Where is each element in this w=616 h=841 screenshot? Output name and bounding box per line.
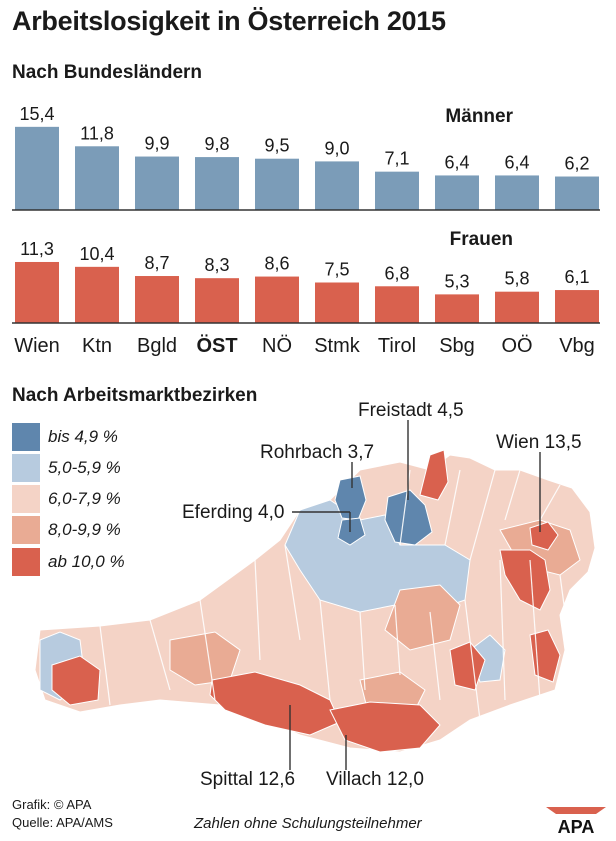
legend-label: 6,0-7,9 % [48,489,121,508]
value-label: 6,2 [564,154,589,174]
annotation-rohrbach: Rohrbach 3,7 [260,442,374,463]
category-label: Bgld [137,335,177,357]
bar-chart: 15,4 11,8 9,9 9,8 9,5 9,0 7,1 6,4 6,4 6,2 Männer 11… [12,104,600,357]
legend-label: ab 10,0 % [48,552,125,571]
apa-logo-accent [546,807,606,814]
apa-logo: APA [546,807,606,835]
bar-männer [315,161,359,210]
chart-title: Arbeitslosigkeit in Österreich 2015 [12,6,446,36]
legend-swatch [12,423,40,451]
value-label: 10,4 [79,244,114,264]
annotation-spittal: Spittal 12,6 [200,769,295,790]
map-region-eferding [337,517,366,546]
map-region-east [499,549,551,611]
annotation-wien: Wien 13,5 [496,432,582,453]
legend-label: 5,0-5,9 % [48,458,121,477]
value-label: 7,5 [324,260,349,280]
value-label: 6,1 [564,267,589,287]
footer-credit: Grafik: © APA [12,797,92,812]
district-boundaries [99,469,571,721]
value-label: 5,8 [504,269,529,289]
value-label: 8,6 [264,254,289,274]
map-region-wien [529,521,559,551]
map-region-north [419,449,449,501]
category-label: ÖST [196,334,237,357]
value-label: 7,1 [384,149,409,169]
legend-swatch [12,548,40,576]
legend-swatch [12,454,40,482]
bar-männer [195,157,239,210]
category-label: Stmk [314,335,361,357]
map-region-east-center [449,641,486,691]
map-section-title: Nach Arbeitsmarktbezirken [12,385,258,406]
austria-district-map: Freistadt 4,5 Rohrbach 3,7 Wien 13,5 Efe… [34,400,596,790]
value-label: 9,8 [204,134,229,154]
series-label: Frauen [450,229,513,250]
category-label: Ktn [82,335,112,357]
bars-section-title: Nach Bundesländern [12,62,203,83]
map-region-tyrol-west [51,655,101,706]
value-label: 9,5 [264,136,289,156]
annotation-leader-lines [289,420,541,770]
bar-männer [255,158,299,210]
bar-frauen [555,290,599,323]
legend-swatch [12,485,40,513]
category-label: Wien [14,335,60,357]
legend-item: ab 10,0 % [12,548,125,576]
value-label: 11,8 [80,123,114,143]
footer-note: Zahlen ohne Schulungsteilnehmer [194,815,422,832]
category-label: NÖ [262,335,292,357]
category-label: Sbg [439,335,475,357]
legend-item: 6,0-7,9 % [12,485,121,513]
legend-label: bis 4,9 % [48,427,118,446]
legend-label: 8,0-9,9 % [48,520,121,539]
value-label: 5,3 [444,271,469,291]
value-label: 6,4 [444,152,469,172]
map-region-freistadt [384,489,433,546]
bar-frauen [375,286,419,323]
annotation-eferding: Eferding 4,0 [182,502,284,523]
legend-item: 8,0-9,9 % [12,516,121,544]
value-label: 9,9 [144,134,169,154]
category-label: Vbg [559,335,595,357]
bar-frauen [495,291,539,323]
bar-frauen [315,282,359,323]
category-label: Tirol [378,335,416,357]
annotation-freistadt: Freistadt 4,5 [358,400,464,421]
value-label: 6,4 [504,152,529,172]
bar-frauen [135,276,179,323]
category-label: OÖ [501,335,532,357]
value-label: 8,3 [204,255,229,275]
map-region-spittal [209,671,341,736]
bar-männer [555,176,599,210]
value-label: 8,7 [144,253,169,273]
apa-logo-text: APA [558,817,595,835]
value-label: 6,8 [384,263,409,283]
bar-frauen [435,294,479,323]
map-region-salmon [384,584,461,651]
bar-männer [375,171,419,210]
value-label: 15,4 [19,104,54,124]
legend-swatch [12,516,40,544]
bar-männer [135,156,179,210]
bar-frauen [195,278,239,323]
bar-männer [495,175,539,210]
value-label: 11,3 [20,239,54,259]
legend-item: bis 4,9 % [12,423,118,451]
annotation-villach: Villach 12,0 [326,769,424,790]
bar-frauen [255,276,299,323]
map-region-villach [329,701,441,753]
legend-item: 5,0-5,9 % [12,454,121,482]
bar-männer [15,126,59,210]
bar-männer [435,175,479,210]
bar-männer [75,146,119,210]
value-label: 9,0 [324,138,349,158]
bar-frauen [75,266,119,323]
footer-source: Quelle: APA/AMS [12,815,113,830]
bar-frauen [15,261,59,323]
series-label: Männer [445,106,513,127]
